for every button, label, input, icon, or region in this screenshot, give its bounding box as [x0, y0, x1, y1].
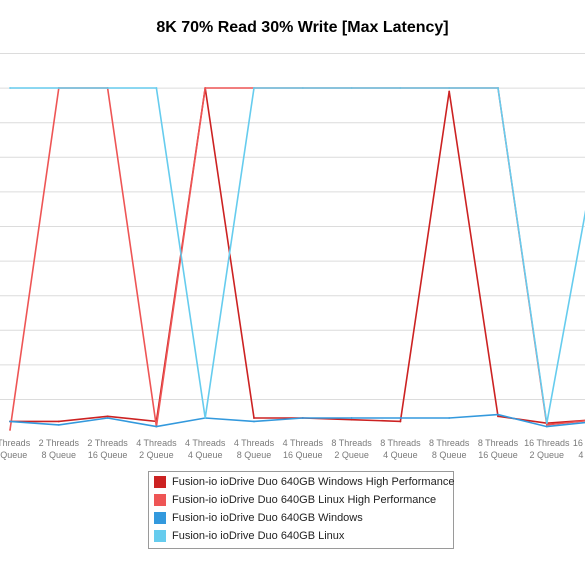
- legend-item: Fusion-io ioDrive Duo 640GB Windows High…: [149, 473, 455, 491]
- x-tick-label-queue: 8 Queue: [237, 450, 272, 460]
- x-tick-label-queue: 4 Queue: [383, 450, 418, 460]
- series-1: [9, 87, 585, 425]
- x-tick-label-threads: 4 Threads: [234, 438, 275, 448]
- x-tick-label-threads: 16 Threads: [524, 438, 570, 448]
- data-point: [399, 87, 402, 89]
- data-point: [350, 87, 353, 89]
- data-point: [497, 87, 499, 89]
- data-point: [545, 422, 548, 425]
- data-point: [399, 417, 402, 419]
- x-tick-label-queue: 2 Queue: [530, 450, 565, 460]
- data-point: [448, 417, 451, 419]
- legend-item: Fusion-io ioDrive Duo 640GB Windows: [149, 509, 453, 527]
- legend-swatch: [154, 494, 166, 506]
- x-tick-label-queue: 4 Queue: [578, 450, 585, 460]
- legend: Fusion-io ioDrive Duo 640GB Windows High…: [148, 471, 454, 549]
- grid-lines: [0, 53, 585, 400]
- x-tick-label: 8 Threads 16 Queue: [478, 438, 519, 460]
- data-point: [106, 87, 109, 89]
- legend-label: Fusion-io ioDrive Duo 640GB Linux: [172, 530, 345, 542]
- data-point: [155, 425, 158, 428]
- x-tick-label-threads: 2 Threads: [0, 438, 31, 448]
- x-tick-label-queue: 4 Queue: [0, 450, 27, 460]
- data-point: [57, 420, 60, 423]
- x-tick-label: 4 Threads 16 Queue: [283, 438, 324, 460]
- data-point: [301, 87, 304, 89]
- data-point: [155, 87, 158, 89]
- legend-label: Fusion-io ioDrive Duo 640GB Windows: [172, 512, 363, 524]
- data-point: [204, 87, 207, 89]
- legend-swatch: [154, 512, 166, 524]
- data-point: [9, 87, 11, 89]
- x-tick-label-queue: 16 Queue: [283, 450, 323, 460]
- x-tick-label: 2 Threads 8 Queue: [39, 438, 80, 460]
- x-tick-label-queue: 8 Queue: [42, 450, 77, 460]
- x-tick-label-threads: 8 Threads: [331, 438, 372, 448]
- series-line-4: [10, 87, 585, 424]
- series-4: [9, 87, 585, 425]
- legend-label: Fusion-io ioDrive Duo 640GB Linux High P…: [172, 494, 437, 506]
- x-tick-label-threads: 2 Threads: [87, 438, 128, 448]
- data-point: [106, 415, 109, 418]
- data-point: [350, 418, 353, 421]
- data-point: [57, 423, 60, 426]
- data-point: [301, 417, 304, 419]
- data-point: [448, 87, 451, 89]
- x-tick-label-queue: 4 Queue: [188, 450, 223, 460]
- x-tick-label-threads: 8 Threads: [478, 438, 519, 448]
- x-tick-label-threads: 2 Threads: [39, 438, 80, 448]
- x-tick-label: 4 Threads 8 Queue: [234, 438, 275, 460]
- x-tick-label: 16 Threads 2 Queue: [524, 438, 570, 460]
- x-tick-label: 2 Threads 4 Queue: [0, 438, 31, 460]
- data-point: [57, 87, 60, 89]
- data-point: [253, 420, 255, 423]
- x-tick-label: 8 Threads 4 Queue: [380, 438, 421, 460]
- data-point: [497, 413, 499, 416]
- data-point: [399, 420, 402, 423]
- x-tick-label-queue: 2 Queue: [139, 450, 174, 460]
- legend-item: Fusion-io ioDrive Duo 640GB Linux: [149, 527, 453, 545]
- x-tick-label-queue: 8 Queue: [432, 450, 467, 460]
- x-tick-label-threads: 4 Threads: [136, 438, 177, 448]
- series-line-1: [10, 87, 585, 425]
- x-tick-label: 4 Threads 2 Queue: [136, 438, 177, 460]
- data-point: [253, 417, 255, 419]
- data-point: [350, 417, 353, 419]
- data-point: [448, 90, 451, 93]
- x-tick-label-queue: 2 Queue: [334, 450, 369, 460]
- x-tick-label-threads: 8 Threads: [429, 438, 470, 448]
- data-point: [253, 87, 255, 89]
- legend-swatch: [154, 476, 166, 488]
- data-point: [545, 423, 548, 426]
- series-line-2: [9, 87, 585, 431]
- legend-label: Fusion-io ioDrive Duo 640GB Windows High…: [172, 476, 455, 488]
- x-tick-label-queue: 16 Queue: [478, 450, 518, 460]
- legend-item: Fusion-io ioDrive Duo 640GB Linux High P…: [149, 491, 453, 509]
- chart-title: 8K 70% Read 30% Write [Max Latency]: [156, 19, 449, 36]
- data-point: [9, 429, 11, 431]
- series-lines: [9, 87, 585, 431]
- x-tick-label: 4 Threads 4 Queue: [185, 438, 226, 460]
- x-tick-label-threads: 4 Threads: [185, 438, 226, 448]
- data-point: [497, 415, 499, 418]
- x-tick-label: 16 Threads 4 Queue: [573, 438, 585, 460]
- legend-swatch: [154, 530, 166, 542]
- x-tick-label: 2 Threads 16 Queue: [87, 438, 128, 460]
- x-tick-label-queue: 16 Queue: [88, 450, 128, 460]
- data-point: [9, 420, 11, 423]
- x-tick-label-threads: 16 Threads: [573, 438, 585, 448]
- series-2: [9, 87, 585, 431]
- x-tick-label: 8 Threads 8 Queue: [429, 438, 470, 460]
- data-point: [204, 417, 207, 419]
- x-tick-label: 8 Threads 2 Queue: [331, 438, 372, 460]
- x-tick-label-threads: 4 Threads: [283, 438, 324, 448]
- x-tick-label-threads: 8 Threads: [380, 438, 421, 448]
- data-point: [545, 425, 548, 428]
- data-point: [106, 417, 109, 419]
